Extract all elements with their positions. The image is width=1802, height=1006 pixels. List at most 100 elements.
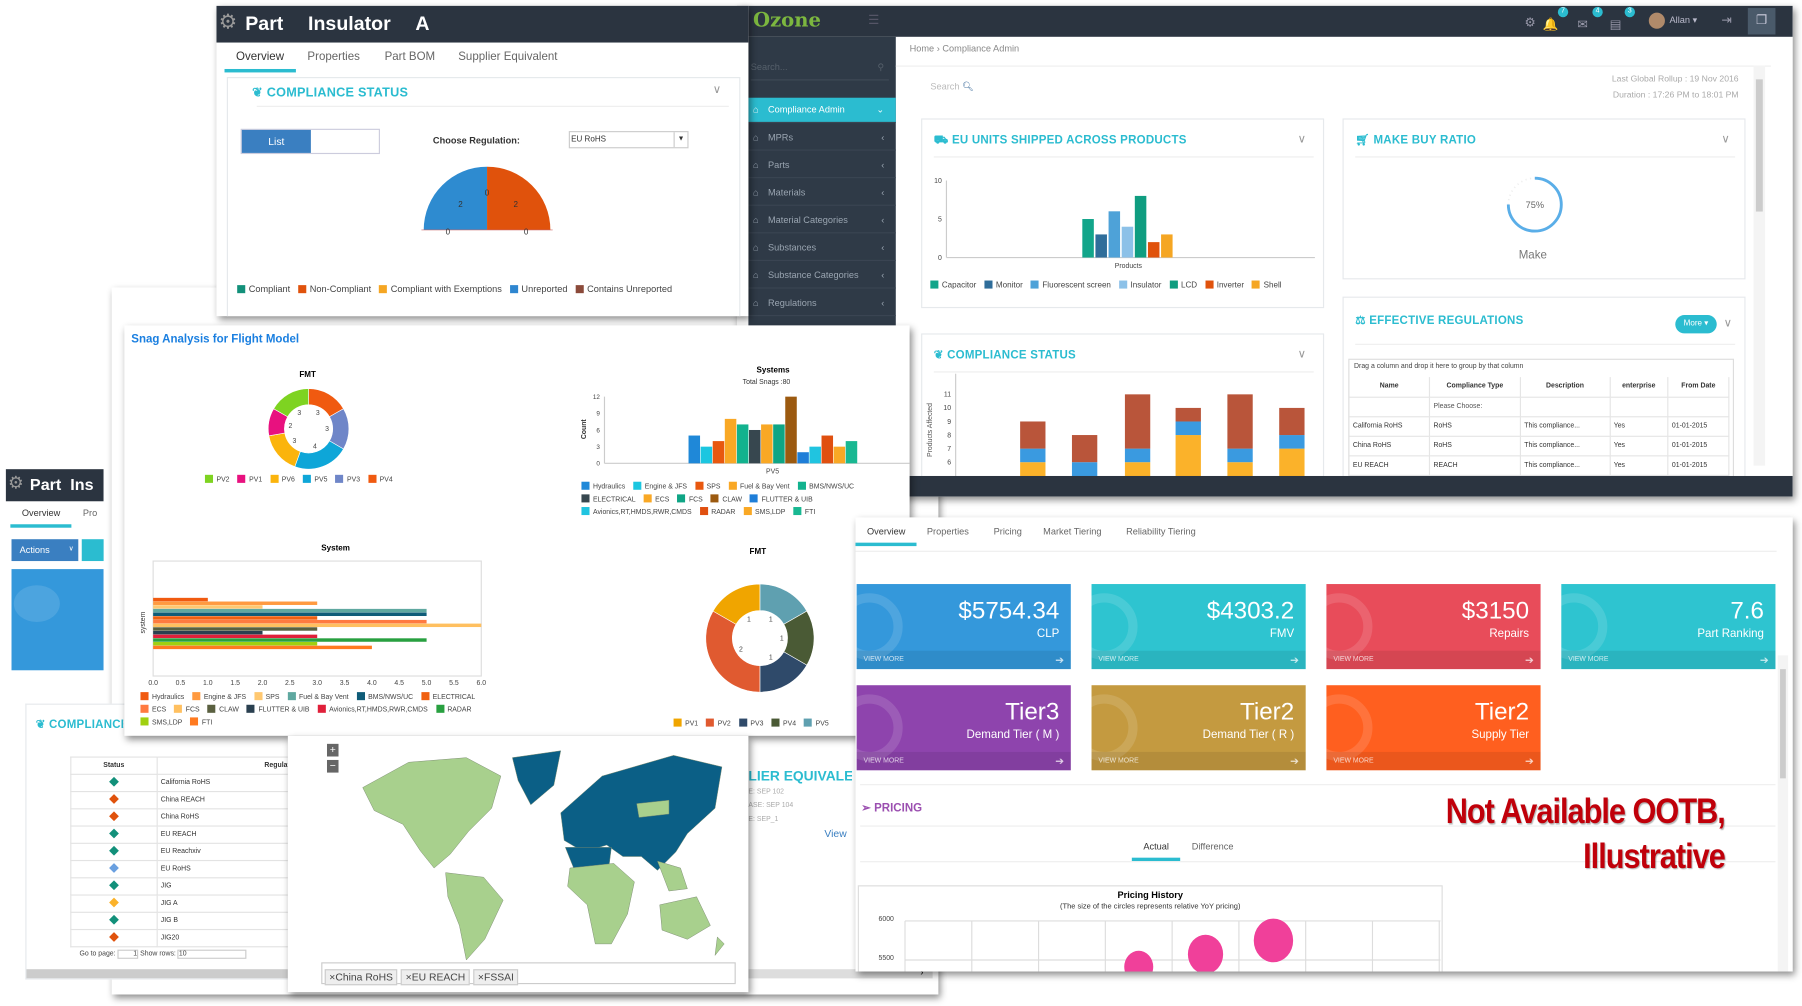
actions-button[interactable]: Actions ∨ xyxy=(11,539,79,562)
settings-gear-icon[interactable]: ⚙ xyxy=(1524,16,1536,30)
legend-item[interactable]: Contains Unreported xyxy=(575,282,672,298)
hamburger-menu-icon[interactable]: ☰ xyxy=(868,13,880,28)
legend-item[interactable]: SMS,LDP xyxy=(743,507,785,520)
tab-overview[interactable]: Overview xyxy=(855,526,918,547)
tab-properties[interactable]: Pro xyxy=(82,508,98,519)
legend-item[interactable]: PV3 xyxy=(335,474,360,488)
table-row[interactable]: JIG20 xyxy=(70,928,288,948)
rows-input[interactable]: 10 xyxy=(177,949,247,959)
tab-reliability-tiering[interactable]: Reliability Tiering xyxy=(1126,526,1196,537)
remove-tag-icon[interactable]: × xyxy=(329,971,336,983)
legend-item[interactable]: PV5 xyxy=(302,474,327,488)
legend-item[interactable]: PV4 xyxy=(368,474,393,488)
column-header[interactable]: Compliance Type xyxy=(1429,377,1521,398)
sidebar-item-substance-categories[interactable]: ⌂ Substance Categories ‹ xyxy=(748,263,896,289)
stat-tile-part-ranking[interactable]: 7.6 Part Ranking VIEW MORE ➔ xyxy=(1561,584,1776,670)
column-header[interactable]: Regulatio xyxy=(156,756,288,775)
sidebar-item-compliance-admin[interactable]: ⌂ Compliance Admin ⌄ xyxy=(748,97,896,124)
legend-item[interactable]: Monitor xyxy=(984,279,1023,292)
vertical-scrollbar[interactable] xyxy=(1777,655,1789,972)
user-menu[interactable]: Allan ▾ xyxy=(1669,14,1698,26)
sidebar-search-input[interactable]: Search... ⚲ xyxy=(750,62,889,81)
legend-item[interactable]: ECS xyxy=(140,704,166,718)
legend-item[interactable]: Non-Compliant xyxy=(298,282,371,298)
view-more-link[interactable]: VIEW MORE ➔ xyxy=(1326,650,1541,670)
tab-pricing[interactable]: Pricing xyxy=(993,526,1022,537)
legend-item[interactable]: Unreported xyxy=(509,282,568,298)
legend-item[interactable]: Compliant xyxy=(237,282,290,298)
legend-item[interactable]: Compliant with Exemptions xyxy=(379,282,502,298)
horizontal-scrollbar[interactable]: › xyxy=(748,967,933,979)
column-header[interactable]: Name xyxy=(1349,377,1431,398)
tab-market-tiering[interactable]: Market Tiering xyxy=(1043,526,1102,537)
legend-item[interactable]: ELECTRICAL xyxy=(421,692,475,705)
view-more-link[interactable]: VIEW MORE ➔ xyxy=(1326,751,1541,771)
tag-eu-reach[interactable]: ×EU REACH xyxy=(401,969,470,986)
notifications-bell-icon[interactable]: 🔔 xyxy=(1542,18,1559,33)
sidebar-item-materials[interactable]: ⌂ Materials ‹ xyxy=(748,181,896,206)
ozone-logo[interactable]: Ozone xyxy=(753,9,821,33)
legend-item[interactable]: SMS,LDP xyxy=(140,717,182,730)
filter-cell[interactable] xyxy=(1667,396,1730,417)
logout-icon[interactable]: ⇥ xyxy=(1721,13,1732,28)
column-header[interactable]: Description xyxy=(1520,377,1611,398)
collapse-chevron-icon[interactable]: ∨ xyxy=(1723,317,1733,330)
filter-cell[interactable] xyxy=(1609,396,1669,417)
stat-tile-supply-tier[interactable]: Tier2 Supply Tier VIEW MORE ➔ xyxy=(1326,685,1541,771)
table-row[interactable]: JIG xyxy=(70,877,288,896)
legend-item[interactable]: PV2 xyxy=(706,718,731,732)
regulation-select[interactable]: EU RoHS ▼ xyxy=(568,131,689,149)
legend-item[interactable]: PV1 xyxy=(673,718,698,732)
sidebar-item-substances[interactable]: ⌂ Substances ‹ xyxy=(748,236,896,261)
tasks-icon[interactable]: ▤ xyxy=(1609,18,1622,33)
tab-overview[interactable]: Overview xyxy=(10,508,73,528)
sidebar-item-material-categories[interactable]: ⌂ Material Categories ‹ xyxy=(748,208,896,234)
view-more-link[interactable]: VIEW MORE ➔ xyxy=(856,751,1071,771)
breadcrumb-home[interactable]: Home xyxy=(909,43,935,55)
legend-item[interactable]: Fluorescent screen xyxy=(1030,279,1111,292)
legend-item[interactable]: SPS xyxy=(254,692,279,705)
gear-icon[interactable]: ⚙ xyxy=(218,10,238,34)
list-button[interactable]: List xyxy=(241,129,311,153)
page-input[interactable]: 1 xyxy=(117,949,139,959)
tag-fssai[interactable]: ×FSSAI xyxy=(473,969,519,986)
legend-item[interactable]: Inverter xyxy=(1205,279,1244,292)
view-more-link[interactable]: VIEW MORE ➔ xyxy=(1091,650,1306,670)
legend-item[interactable]: Fuel & Bay Vent xyxy=(287,692,349,705)
comments-tile[interactable] xyxy=(11,569,104,671)
tab-supplier-equivalent[interactable]: Supplier Equivalent xyxy=(458,50,558,64)
tab-actual[interactable]: Actual xyxy=(1131,841,1181,862)
more-button[interactable]: More ▾ xyxy=(1675,315,1717,334)
legend-item[interactable]: SPS xyxy=(695,481,720,495)
table-row[interactable]: China RoHS RoHS This compliance... Yes 01-01… xyxy=(1349,435,1730,456)
user-avatar[interactable] xyxy=(1648,12,1665,29)
column-header[interactable]: enterprise xyxy=(1609,377,1669,398)
view-more-link[interactable]: VIEW MORE ➔ xyxy=(1561,650,1776,670)
legend-item[interactable]: PV1 xyxy=(237,474,262,488)
sidebar-item-regulations[interactable]: ⌂ Regulations ‹ xyxy=(748,291,896,317)
legend-item[interactable]: ELECTRICAL xyxy=(581,494,636,507)
legend-item[interactable]: FTI xyxy=(793,507,815,520)
legend-item[interactable]: LCD xyxy=(1169,279,1197,292)
regulation-tags-input[interactable]: ×China RoHS ×EU REACH ×FSSAI xyxy=(321,962,736,986)
legend-item[interactable]: FCS xyxy=(677,494,703,507)
table-row[interactable]: EU REACH REACH This compliance... Yes 01-01-… xyxy=(1349,455,1730,476)
legend-item[interactable]: RADAR xyxy=(435,704,472,718)
legend-item[interactable]: ECS xyxy=(643,494,669,507)
table-row[interactable]: China REACH xyxy=(70,790,288,810)
legend-item[interactable]: Engine & JFS xyxy=(633,481,687,495)
legend-item[interactable]: Avionics,RT,HMDS,RWR,CMDS xyxy=(581,507,692,520)
legend-item[interactable]: PV5 xyxy=(804,718,829,732)
table-row[interactable]: EU RoHS xyxy=(70,859,288,879)
tab-part-bom[interactable]: Part BOM xyxy=(384,50,436,64)
view-link[interactable]: View xyxy=(824,827,847,840)
table-row[interactable]: China RoHS xyxy=(70,808,288,827)
legend-item[interactable]: Engine & JFS xyxy=(192,692,246,705)
tab-properties[interactable]: Properties xyxy=(307,50,360,64)
column-header[interactable]: From Date xyxy=(1667,377,1730,398)
table-row[interactable]: EU Reachxiv xyxy=(70,842,288,862)
stat-tile-demand-tier-m[interactable]: Tier3 Demand Tier ( M ) VIEW MORE ➔ xyxy=(856,685,1071,771)
legend-item[interactable]: CLAW xyxy=(207,704,239,718)
stat-tile-fmv[interactable]: $4303.2 FMV VIEW MORE ➔ xyxy=(1091,584,1306,670)
remove-tag-icon[interactable]: × xyxy=(405,971,412,983)
